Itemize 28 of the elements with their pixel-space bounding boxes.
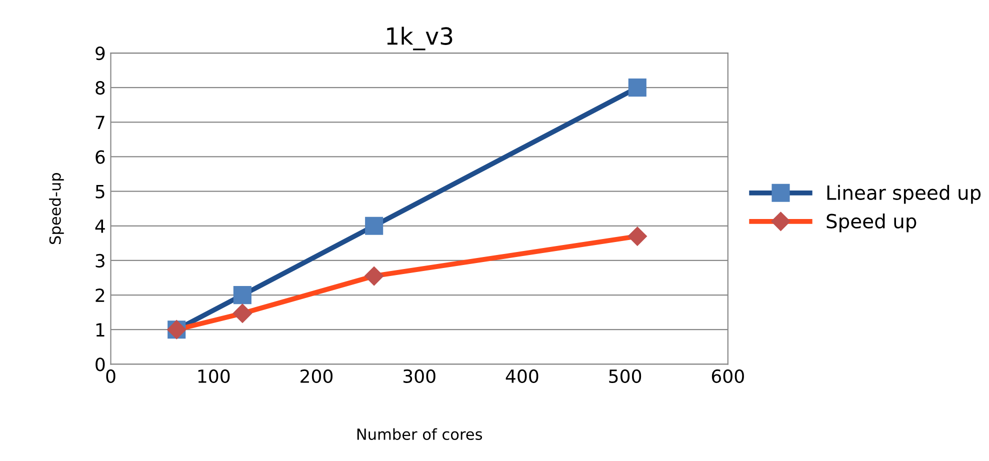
- x-tick-label: 600: [712, 369, 744, 384]
- y-tick-label: 9: [96, 46, 105, 60]
- x-tick-label: 100: [198, 369, 230, 384]
- y-tick-label: 5: [96, 185, 104, 198]
- y-tick-label: 4: [95, 220, 105, 233]
- chart-title: 1k_v3: [387, 26, 452, 50]
- y-tick-label: 6: [96, 150, 105, 164]
- x-tick-label: 300: [403, 369, 436, 384]
- y-tick-label: 8: [96, 81, 105, 95]
- y-tick-label: 3: [96, 254, 104, 268]
- x-axis-title: Number of cores: [357, 428, 482, 440]
- y-tick-label: 2: [96, 288, 104, 302]
- point: [232, 304, 252, 323]
- x-tick-label: 200: [300, 369, 333, 384]
- point: [628, 78, 646, 97]
- y-tick-label: 1: [96, 323, 104, 336]
- x-tick-label: 500: [609, 369, 642, 384]
- y-tick-label: 7: [96, 116, 104, 130]
- point: [365, 216, 384, 235]
- point: [364, 266, 384, 286]
- legend-label: Linear speed up: [827, 184, 981, 204]
- x-tick-label: 0: [106, 369, 116, 384]
- point: [233, 286, 252, 304]
- y-tick-label: 0: [96, 358, 105, 372]
- point: [628, 226, 647, 246]
- x-tick-label: 400: [506, 369, 538, 384]
- legend-label: Speed up: [826, 213, 916, 232]
- y-axis-title: Speed-up: [49, 173, 64, 244]
